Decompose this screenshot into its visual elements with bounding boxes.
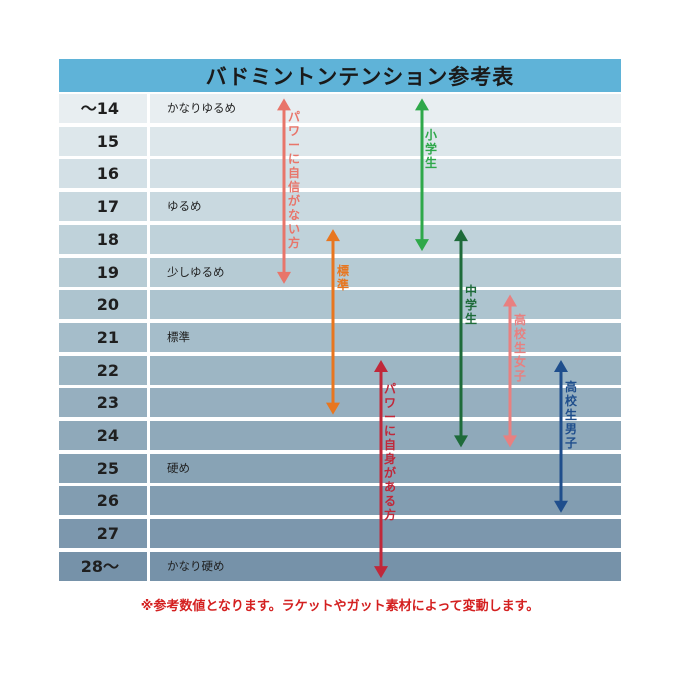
range-arrow-head-top xyxy=(374,359,388,372)
range-arrow-head-top xyxy=(326,229,340,242)
range-arrow-head-top xyxy=(503,294,517,307)
table-row: 27 xyxy=(59,519,621,549)
range-arrow xyxy=(277,98,291,284)
range-label: 中学生 xyxy=(464,284,477,327)
tension-value: 20 xyxy=(96,295,119,315)
range-arrow-head-top xyxy=(454,229,468,242)
tension-description: 標準 xyxy=(167,329,190,344)
table-row: 21 標準 xyxy=(59,322,621,352)
tension-description: かなり硬め xyxy=(167,558,225,573)
tension-value: 28～ xyxy=(80,556,119,576)
range-label: 標準 xyxy=(336,264,349,293)
range-arrow xyxy=(415,98,429,252)
table-row: 22 xyxy=(59,355,621,385)
tension-value: 27 xyxy=(96,524,119,544)
range-arrow xyxy=(503,294,517,448)
title-bar: バドミントンテンション参考表 xyxy=(59,59,621,92)
range-arrow-head-top xyxy=(277,98,291,111)
tension-value: 25 xyxy=(96,458,119,478)
tension-value: 24 xyxy=(96,426,119,445)
range-arrow xyxy=(554,359,568,513)
range-label: 高校生女子 xyxy=(513,312,526,383)
table-row: 20 xyxy=(59,290,621,320)
range-arrow xyxy=(374,359,388,579)
tension-table: バドミントンテンション参考表 ～14 かなりゆるめ 15 16 17 ゆるめ 18 19 少しゆ… xyxy=(59,59,621,587)
range-label: 高校生男子 xyxy=(564,379,577,450)
tension-description: 硬め xyxy=(167,460,190,475)
range-arrow-head-bottom xyxy=(415,239,429,252)
tension-value: 17 xyxy=(96,197,119,217)
range-label: 小学生 xyxy=(424,128,437,171)
range-arrow xyxy=(454,229,468,448)
tension-description: かなりゆるめ xyxy=(167,101,236,115)
table-row: 23 xyxy=(59,388,621,418)
table-row: 16 xyxy=(59,159,621,189)
range-label: パワーに自身がある方 xyxy=(383,381,396,522)
tension-value: 15 xyxy=(96,131,119,151)
table-row: 19 少しゆるめ xyxy=(59,257,621,287)
tension-value: 18 xyxy=(96,229,119,249)
table-title: バドミントンテンション参考表 xyxy=(205,64,515,89)
tension-value: 19 xyxy=(96,262,119,282)
table-row: 25 硬め xyxy=(59,453,621,483)
range-arrow-head-bottom xyxy=(374,566,388,579)
footnote: ※参考数値となります。ラケットやガット素材によって変動します。 xyxy=(140,599,540,614)
table-row: 24 xyxy=(59,421,621,450)
range-arrows xyxy=(277,98,568,579)
table-row: 18 xyxy=(59,224,621,254)
range-arrow-head-top xyxy=(554,359,568,372)
range-arrow-head-bottom xyxy=(326,402,340,415)
range-arrow-head-top xyxy=(415,98,429,111)
table-row: 26 xyxy=(59,486,621,516)
range-arrow-head-bottom xyxy=(554,500,568,513)
tension-value: 22 xyxy=(96,360,119,380)
tension-description: 少しゆるめ xyxy=(167,264,225,279)
tension-value: ～14 xyxy=(80,99,119,118)
range-arrow-head-bottom xyxy=(454,435,468,448)
tension-value: 16 xyxy=(96,164,119,184)
range-arrow-head-bottom xyxy=(277,271,291,284)
table-row: 28～ かなり硬め xyxy=(59,551,621,581)
range-arrow-head-bottom xyxy=(503,435,517,448)
tension-description: ゆるめ xyxy=(167,199,202,214)
table-row: 15 xyxy=(59,126,621,156)
range-label: パワーに自信がない方 xyxy=(287,110,300,251)
column-divider xyxy=(147,92,150,587)
table-row: ～14 かなりゆるめ xyxy=(59,94,621,123)
table-row: 17 ゆるめ xyxy=(59,192,621,222)
tension-value: 23 xyxy=(96,393,119,413)
tension-value: 21 xyxy=(96,327,119,347)
tension-value: 26 xyxy=(96,491,119,511)
range-arrow xyxy=(326,229,340,415)
